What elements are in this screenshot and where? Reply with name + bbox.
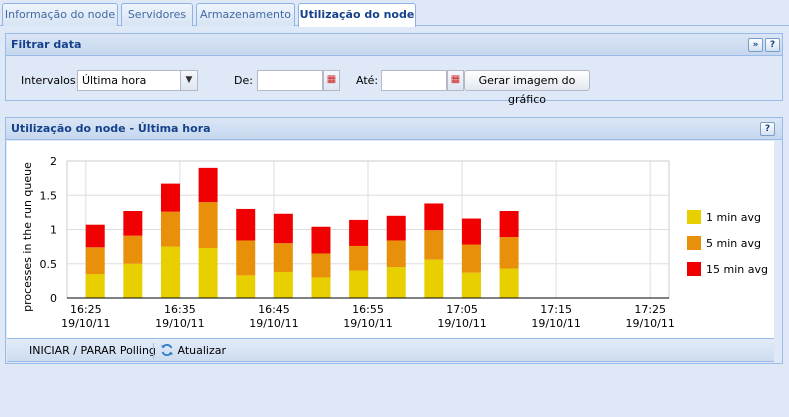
tab-node-info[interactable]: Informação do node (2, 3, 118, 26)
to-date-field[interactable] (381, 70, 447, 91)
intervals-label: Intervalos: (21, 74, 80, 87)
bar-segment (499, 237, 519, 269)
x-tick-label: 19/10/11 (437, 317, 486, 330)
tab-bar: Informação do node Servidores Armazename… (0, 0, 789, 27)
bar-segment (461, 244, 481, 273)
y-tick-label: 1.5 (40, 189, 58, 202)
x-tick-label: 19/10/11 (249, 317, 298, 330)
bar-segment (386, 267, 406, 298)
y-tick-label: 0 (50, 292, 57, 305)
chart-axes: 00.511.5216:2519/10/1116:3519/10/1116:45… (40, 155, 675, 330)
x-tick-label: 16:25 (70, 303, 102, 316)
x-tick-label: 17:05 (446, 303, 478, 316)
calendar-icon[interactable]: ▦ (323, 70, 340, 91)
bar-segment (386, 215, 406, 241)
bar-segment (461, 272, 481, 298)
node-usage-chart: 00.511.5216:2519/10/1116:3519/10/1116:45… (21, 155, 768, 330)
legend-label: 1 min avg (706, 211, 761, 224)
refresh-label: Atualizar (177, 344, 227, 357)
refresh-icon (161, 344, 173, 356)
legend-swatch (687, 262, 701, 276)
polling-toggle-button[interactable]: INICIAR / PARAR Polling (29, 344, 156, 357)
chart-legend: 1 min avg 5 min avg 15 min avg (687, 210, 768, 276)
from-label: De: (234, 74, 253, 87)
bar-segment (424, 203, 444, 231)
legend-label: 5 min avg (706, 237, 761, 250)
x-tick-label: 19/10/11 (61, 317, 110, 330)
chart-area: 0 0.5 1 1.5 2 16:25 19/10/11 16:35 19/10/11 16:45… (7, 141, 774, 338)
bar-segment (236, 275, 256, 298)
tab-servers[interactable]: Servidores (121, 3, 193, 26)
x-tick-label: 19/10/11 (625, 317, 674, 330)
chart-panel-title: Utilização do node - Última hora (11, 122, 211, 135)
tab-node-usage[interactable]: Utilização do node (298, 3, 416, 27)
bar-segment (85, 247, 105, 275)
bar-segment (311, 226, 331, 254)
to-label: Até: (356, 74, 379, 87)
filter-panel-title: Filtrar data (11, 38, 82, 51)
x-tick-label: 16:35 (164, 303, 196, 316)
bar-segment (349, 270, 369, 298)
bar-segment (311, 253, 331, 278)
bar-segment (236, 240, 256, 276)
bar-segment (273, 243, 293, 272)
bar-segment (461, 218, 481, 245)
bar-segment (424, 259, 444, 298)
bar-segment (349, 245, 369, 271)
bar-segment (236, 208, 256, 241)
bar-segment (123, 211, 143, 236)
bar-segment (273, 213, 293, 244)
intervals-value: Última hora (82, 74, 147, 87)
y-tick-label: 0.5 (40, 258, 58, 271)
collapse-icon[interactable]: » (748, 38, 763, 52)
filter-panel: Filtrar data » ? Intervalos: Última hora… (5, 33, 783, 106)
bar-segment (499, 268, 519, 298)
bar-segment (349, 219, 369, 246)
from-date-field[interactable] (257, 70, 323, 91)
bar-segment (123, 235, 143, 264)
bottom-toolbar: INICIAR / PARAR Polling Atualizar (7, 338, 774, 362)
x-tick-label: 16:55 (352, 303, 384, 316)
bar-segment (311, 277, 331, 298)
bar-segment (160, 211, 180, 247)
bar-segment (198, 167, 218, 203)
y-tick-label: 2 (50, 155, 57, 168)
generate-chart-image-button[interactable]: Gerar imagem do gráfico (464, 70, 590, 106)
bar-segment (123, 263, 143, 298)
x-tick-label: 16:45 (258, 303, 290, 316)
bar-segment (198, 247, 218, 298)
chart-bars (85, 167, 519, 298)
x-tick-label: 19/10/11 (343, 317, 392, 330)
calendar-icon[interactable]: ▦ (447, 70, 464, 91)
bar-segment (85, 224, 105, 248)
help-icon[interactable]: ? (760, 122, 775, 136)
intervals-select[interactable]: Última hora ▼ (77, 70, 198, 91)
y-axis-label: processes in the run queue (21, 162, 34, 312)
y-tick-label: 1 (50, 224, 57, 237)
bar-segment (386, 240, 406, 268)
legend-swatch (687, 236, 701, 250)
toolbar-separator (153, 343, 154, 359)
x-tick-label: 17:15 (540, 303, 572, 316)
chevron-down-icon[interactable]: ▼ (180, 71, 197, 90)
bar-segment (424, 230, 444, 260)
bar-segment (160, 183, 180, 212)
chart-panel-header: Utilização do node - Última hora ? (6, 118, 782, 140)
bar-segment (499, 211, 519, 238)
filter-panel-header: Filtrar data » ? (6, 34, 782, 56)
x-tick-label: 17:25 (634, 303, 666, 316)
x-tick-label: 19/10/11 (155, 317, 204, 330)
bar-segment (85, 274, 105, 298)
bar-segment (160, 246, 180, 298)
legend-swatch (687, 210, 701, 224)
bar-segment (273, 271, 293, 298)
refresh-button[interactable]: Atualizar (160, 342, 226, 360)
x-tick-label: 19/10/11 (531, 317, 580, 330)
legend-label: 15 min avg (706, 263, 768, 276)
bar-segment (198, 202, 218, 248)
tab-storage[interactable]: Armazenamento (196, 3, 295, 26)
help-icon[interactable]: ? (765, 38, 780, 52)
chart-panel: Utilização do node - Última hora ? 0 0.5 1… (5, 117, 783, 364)
